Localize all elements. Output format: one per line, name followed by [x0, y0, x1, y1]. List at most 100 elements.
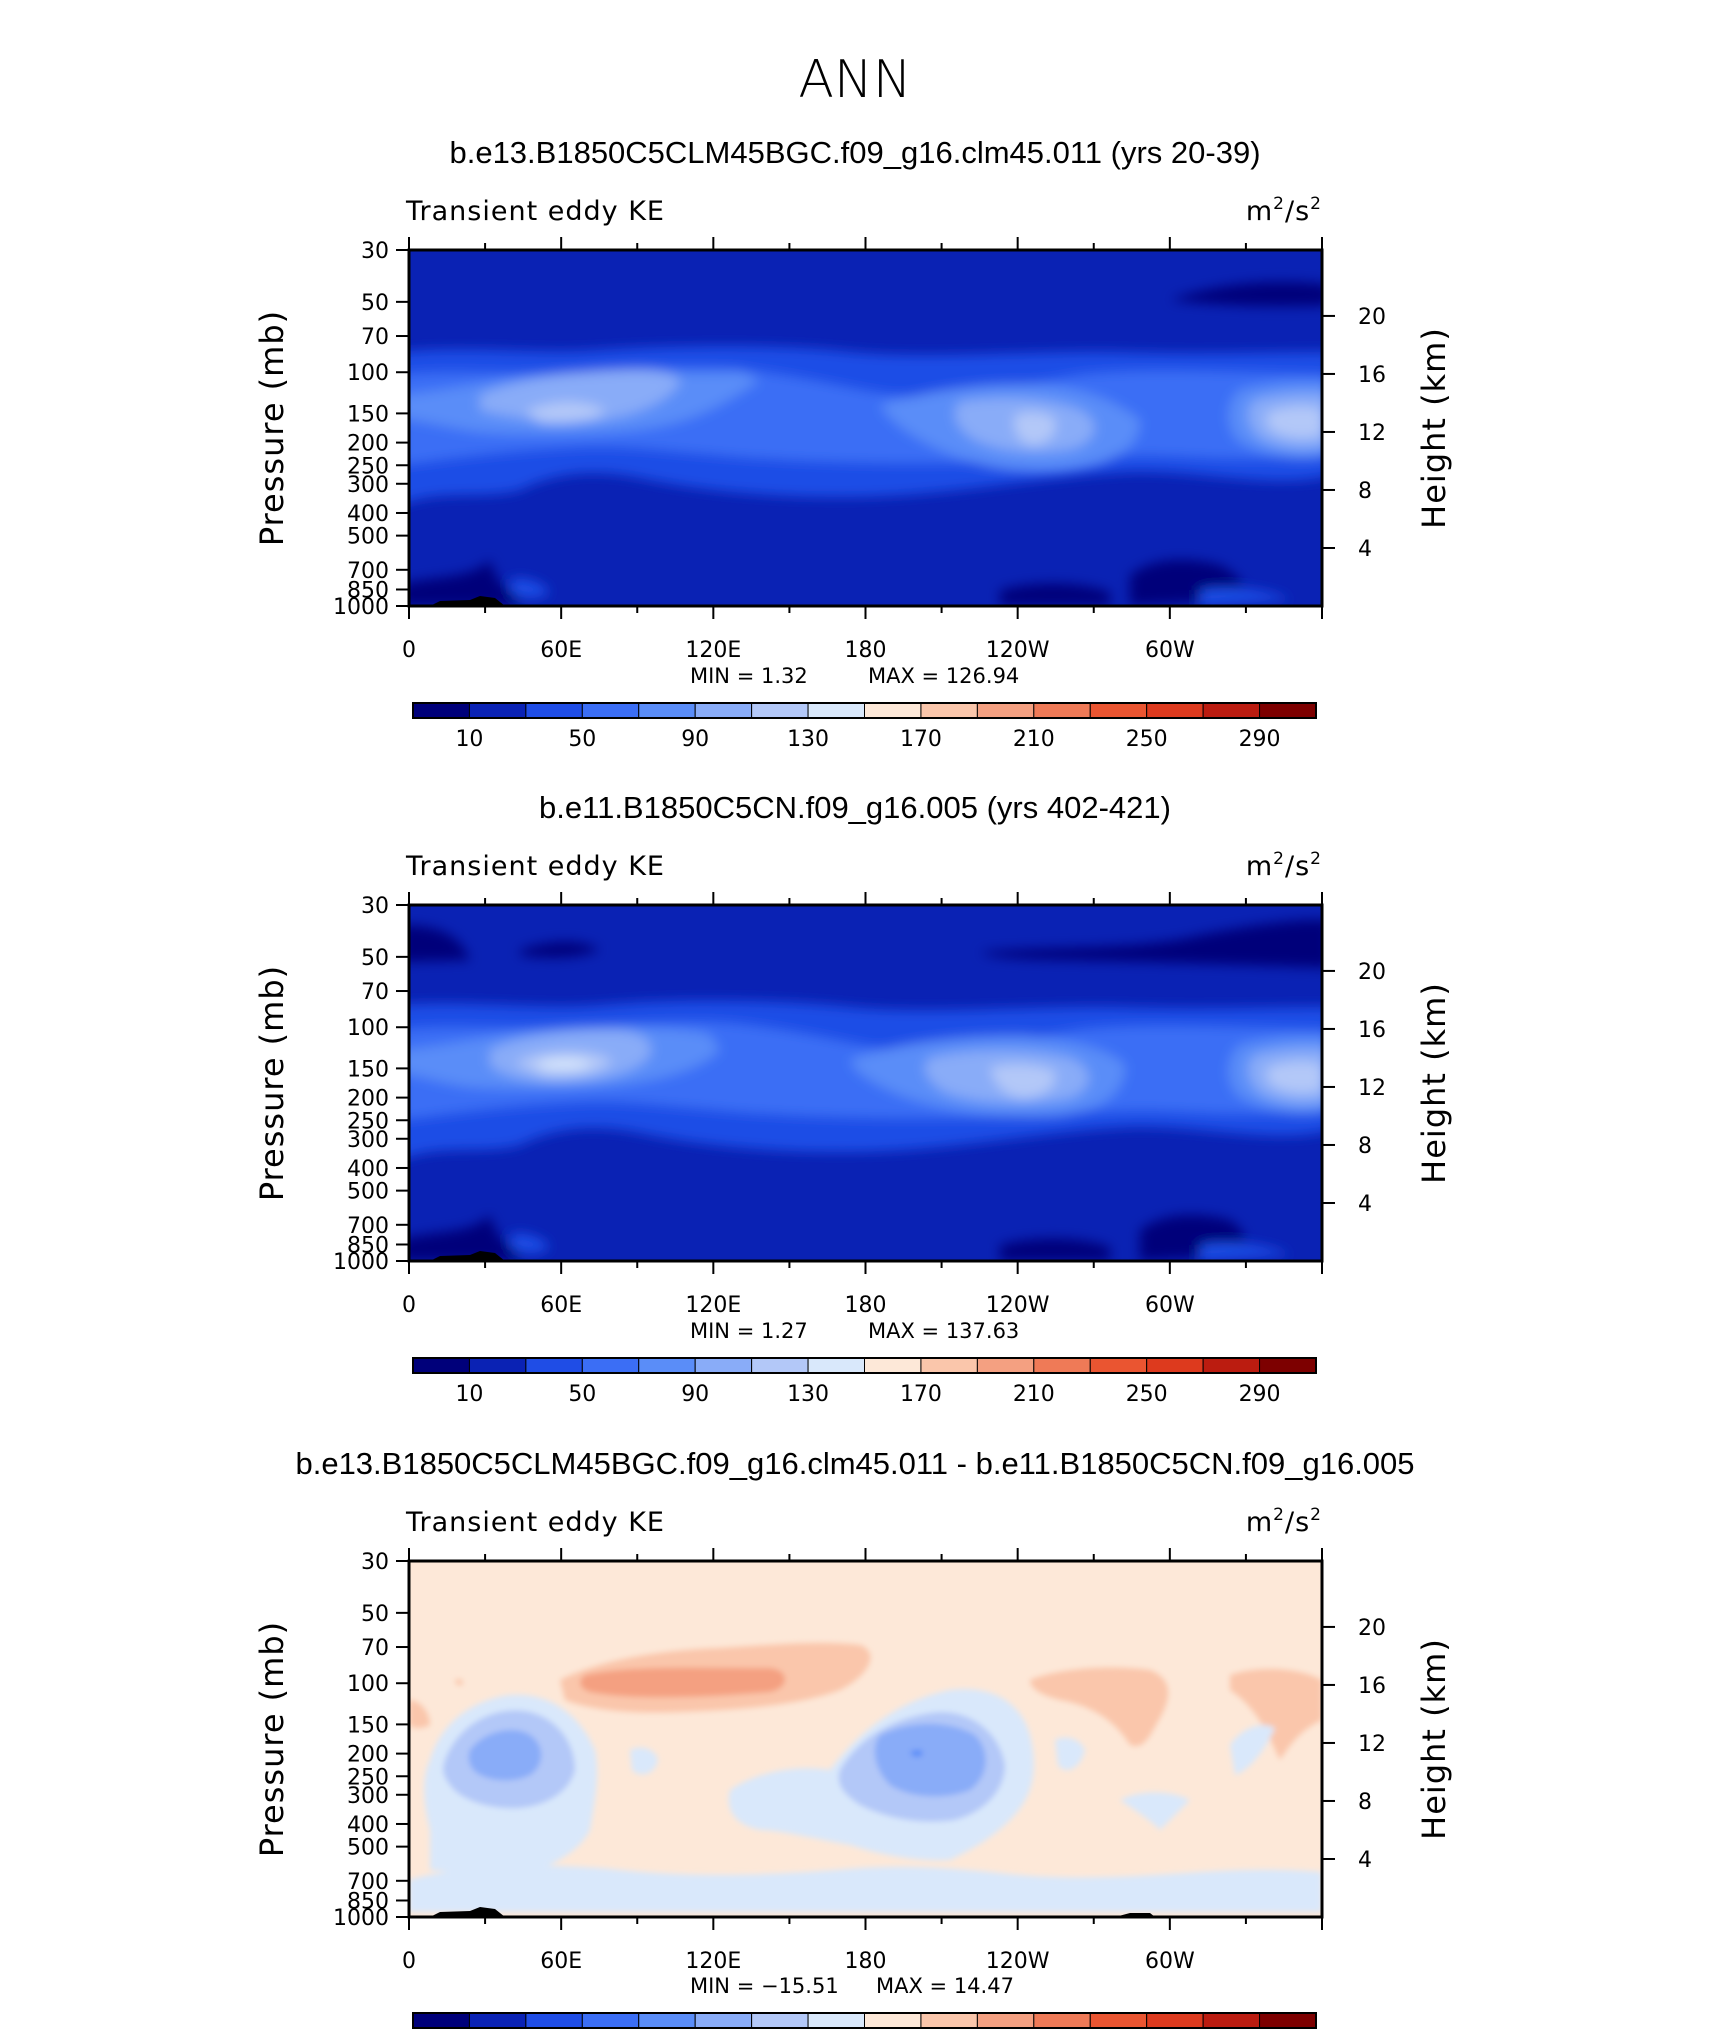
panel-title: b.e13.B1850C5CLM45BGC.f09_g16.clm45.011 … [295, 1446, 1414, 1481]
contour-field [409, 905, 1322, 1261]
longitude-tick-label: 60E [540, 1293, 582, 1318]
colorbar-swatch [694, 702, 753, 719]
colorbar-swatch [638, 2012, 696, 2029]
colorbar-label: 50 [568, 727, 596, 752]
height-tick-label: 4 [1358, 1848, 1372, 1873]
colorbar-swatch [976, 2012, 1035, 2029]
pressure-tick-label: 300 [347, 1784, 389, 1809]
colorbar-swatch [1033, 702, 1091, 719]
longitude-tick-label: 60E [540, 1949, 582, 1974]
colorbar-swatch [864, 2012, 922, 2029]
colorbar-label: 50 [568, 1382, 596, 1407]
colorbar-frame [412, 2012, 1317, 2029]
colorbar-swatch [1146, 702, 1204, 719]
y2-axis-label: Height (km) [1415, 1638, 1453, 1840]
contour-negative-15-20 [910, 1749, 923, 1757]
contour-band-110-130 [515, 1051, 1322, 1098]
height-tick-label: 12 [1358, 421, 1386, 446]
colorbar: −50−40−30−20−15−10−505101520304050 [412, 2012, 1317, 2042]
pressure-tick-label: 100 [347, 361, 389, 386]
panel-title: b.e13.B1850C5CLM45BGC.f09_g16.clm45.011 … [449, 135, 1260, 170]
height-tick-label: 16 [1358, 1674, 1386, 1699]
colorbar-swatch [1202, 1357, 1261, 1374]
colorbar-label: 90 [681, 1382, 709, 1407]
colorbar-swatch [920, 2012, 978, 2029]
colorbar-swatch [1089, 702, 1148, 719]
colorbar-swatch [1202, 702, 1261, 719]
pressure-tick-label: 850 [347, 1234, 389, 1259]
height-tick-label: 20 [1358, 305, 1386, 330]
terrain-mask [430, 1251, 505, 1261]
colorbar-label: 210 [1013, 727, 1055, 752]
pressure-tick-label: 700 [347, 1870, 389, 1895]
longitude-tick-label: 120E [685, 638, 741, 663]
longitude-tick-label: 120E [685, 1949, 741, 1974]
variable-label: Transient eddy KE [405, 1507, 665, 1538]
pressure-tick-label: 1000 [333, 1906, 389, 1931]
colorbar-swatch [1146, 2012, 1204, 2029]
colorbar-swatch [751, 1357, 809, 1374]
max-label: MAX = 137.63 [868, 1319, 1019, 1343]
colorbar-swatch [976, 1357, 1035, 1374]
longitude-tick-label: 180 [845, 638, 887, 663]
colorbar-swatch [525, 1357, 583, 1374]
min-label: MIN = −15.51 [690, 1974, 839, 1998]
colorbar-label: 10 [455, 1382, 483, 1407]
colorbar-swatch [694, 1357, 753, 1374]
height-tick-label: 16 [1358, 363, 1386, 388]
colorbar-swatch [1033, 2012, 1091, 2029]
height-tick-label: 8 [1358, 479, 1372, 504]
colorbar-swatch [638, 1357, 696, 1374]
colorbar-swatch [412, 702, 470, 719]
colorbar-label: 210 [1013, 1382, 1055, 1407]
axis-labels: Pressure (mb) Height (km) [253, 1621, 1453, 1857]
colorbar-swatch [468, 1357, 527, 1374]
colorbar-frame [412, 702, 1317, 719]
pressure-tick-label: 150 [347, 1713, 389, 1738]
pressure-tick-label: 30 [361, 894, 389, 919]
longitude-tick-label: 120W [986, 638, 1050, 663]
longitude-tick-label: 0 [402, 638, 416, 663]
y2-axis-label: Height (km) [1415, 327, 1453, 529]
contour-field [409, 1561, 1322, 1917]
units-label: m2/s2 [1246, 849, 1322, 882]
pressure-tick-label: 300 [347, 473, 389, 498]
pressure-tick-label: 500 [347, 1836, 389, 1861]
contour-band-90-110 [490, 1030, 1322, 1104]
contour-band-90-110 [480, 369, 1322, 453]
longitude-tick-label: 180 [845, 1293, 887, 1318]
variable-label: Transient eddy KE [405, 851, 665, 882]
colorbar-swatch [1259, 2012, 1317, 2029]
panel-title: b.e11.B1850C5CN.f09_g16.005 (yrs 402-421… [539, 790, 1171, 825]
y-axis-label: Pressure (mb) [253, 1621, 291, 1857]
pressure-tick-label: 200 [347, 1087, 389, 1112]
height-tick-label: 8 [1358, 1790, 1372, 1815]
longitude-tick-label: 180 [845, 1949, 887, 1974]
panel-2: b.e11.B1850C5CN.f09_g16.005 (yrs 402-421… [253, 790, 1453, 1407]
contour-band-deep-upper [1170, 281, 1322, 307]
colorbar-swatch [976, 702, 1035, 719]
height-tick-label: 16 [1358, 1018, 1386, 1043]
pressure-tick-label: 850 [347, 1890, 389, 1915]
pressure-tick-label: 150 [347, 1057, 389, 1082]
colorbar-label: 130 [787, 727, 829, 752]
colorbar-swatch [920, 1357, 978, 1374]
colorbar-swatch [581, 702, 640, 719]
colorbar-label: 170 [900, 727, 942, 752]
colorbar-swatch [468, 702, 527, 719]
colorbar-label: 130 [787, 1382, 829, 1407]
longitude-tick-label: 120W [986, 1949, 1050, 1974]
colorbar-swatch [807, 1357, 865, 1374]
pressure-tick-label: 100 [347, 1016, 389, 1041]
min-label: MIN = 1.32 [690, 664, 808, 688]
colorbar-swatch [412, 2012, 470, 2029]
colorbar-swatch [1146, 1357, 1204, 1374]
main-title: ANN [798, 50, 911, 110]
pressure-tick-label: 100 [347, 1672, 389, 1697]
longitude-tick-label: 120W [986, 1293, 1050, 1318]
height-tick-label: 4 [1358, 537, 1372, 562]
colorbar: 10 50 90 130 170 210 250 290 [412, 702, 1317, 752]
